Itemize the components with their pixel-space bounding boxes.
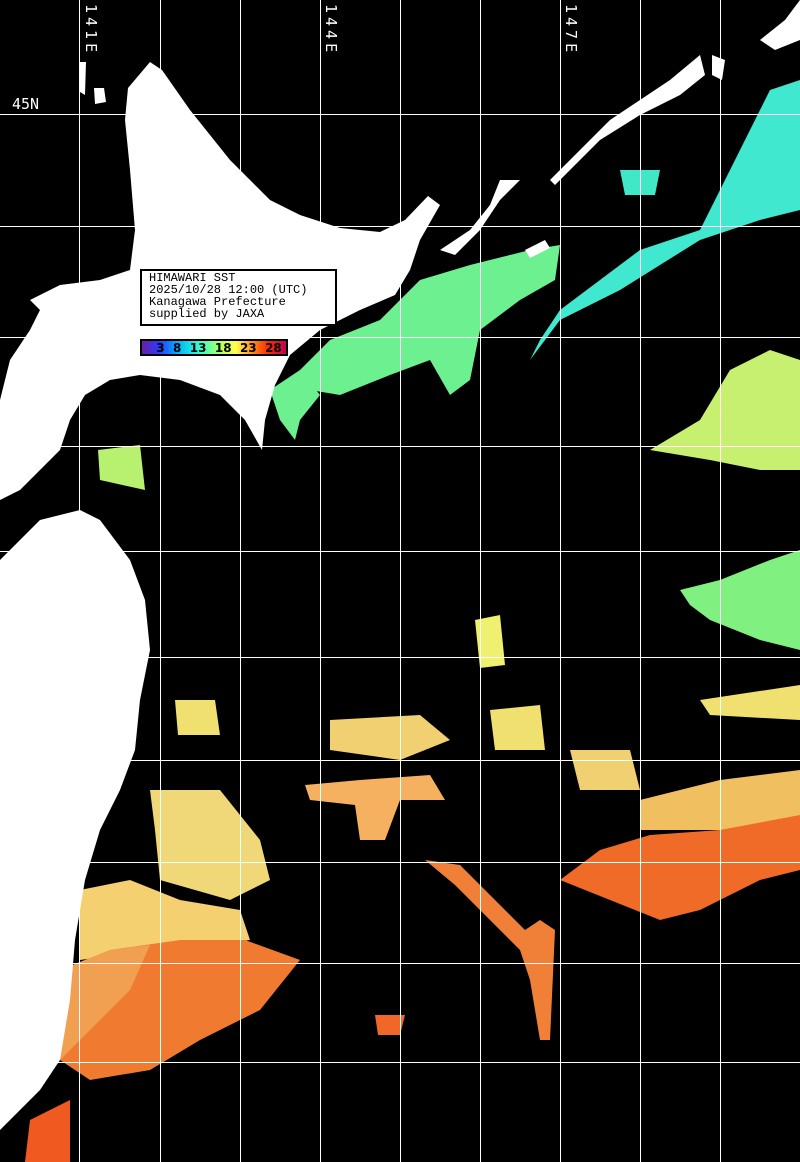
land-island-rishiri bbox=[94, 88, 106, 104]
colorbar-tick: 28 bbox=[265, 340, 282, 355]
sst-patch-yellowgreen-west bbox=[98, 445, 145, 490]
sst-patch-green-coast bbox=[270, 370, 320, 440]
sst-patch-green-east bbox=[680, 550, 800, 650]
lon-label-144e: 144E bbox=[322, 4, 340, 57]
land-sakhalin bbox=[760, 0, 800, 50]
lon-label-147e: 147E bbox=[562, 4, 580, 57]
map-credit: supplied by JAXA bbox=[149, 307, 265, 321]
colorbar-tick: 3 bbox=[156, 340, 165, 355]
sst-patch-yellow-5 bbox=[700, 685, 800, 720]
lon-label-141e: 141E bbox=[82, 4, 100, 57]
land-kuril-4 bbox=[712, 55, 725, 80]
map-title: HIMAWARI SST bbox=[149, 271, 236, 285]
sst-patch-yellowgreen-east bbox=[650, 350, 800, 470]
sst-patch-orange-mid bbox=[305, 775, 445, 840]
colorbar-tick: 8 bbox=[172, 340, 182, 355]
lat-label-45n: 45N bbox=[12, 95, 40, 113]
land-kuril-3 bbox=[550, 55, 705, 185]
sst-patch-green-okhotsk bbox=[300, 245, 560, 395]
sst-patch-light-orange bbox=[60, 945, 150, 1060]
land-kuril-2 bbox=[525, 240, 550, 258]
sst-patch-orange-filament bbox=[425, 860, 555, 1040]
sst-patch-yellow-6 bbox=[570, 750, 640, 790]
colorbar-tick: 18 bbox=[214, 340, 232, 355]
map-organization: Kanagawa Prefecture bbox=[149, 295, 286, 309]
sst-patches bbox=[25, 80, 800, 1162]
sst-patch-yellow-3 bbox=[490, 705, 545, 750]
info-box: HIMAWARI SST 2025/10/28 12:00 (UTC) Kana… bbox=[140, 269, 337, 326]
sst-patch-red-east bbox=[560, 815, 800, 920]
land-honshu bbox=[0, 510, 150, 1130]
sst-patch-yellow-1 bbox=[475, 615, 505, 668]
land-island-rebun bbox=[80, 62, 86, 95]
sst-patch-orange-small bbox=[375, 1015, 405, 1035]
sst-patch-red-sw bbox=[25, 1100, 70, 1162]
sst-patch-yellow-2 bbox=[175, 700, 220, 735]
colorbar: 3 8 13 18 23 28 bbox=[140, 339, 288, 356]
sst-patch-cyan-north bbox=[530, 80, 800, 360]
sst-patch-yellow-7 bbox=[150, 790, 270, 900]
colorbar-tick: 13 bbox=[189, 340, 207, 355]
map-datetime: 2025/10/28 12:00 (UTC) bbox=[149, 283, 308, 297]
colorbar-tick: 23 bbox=[239, 340, 257, 355]
sst-patch-yellow-4 bbox=[330, 715, 450, 760]
